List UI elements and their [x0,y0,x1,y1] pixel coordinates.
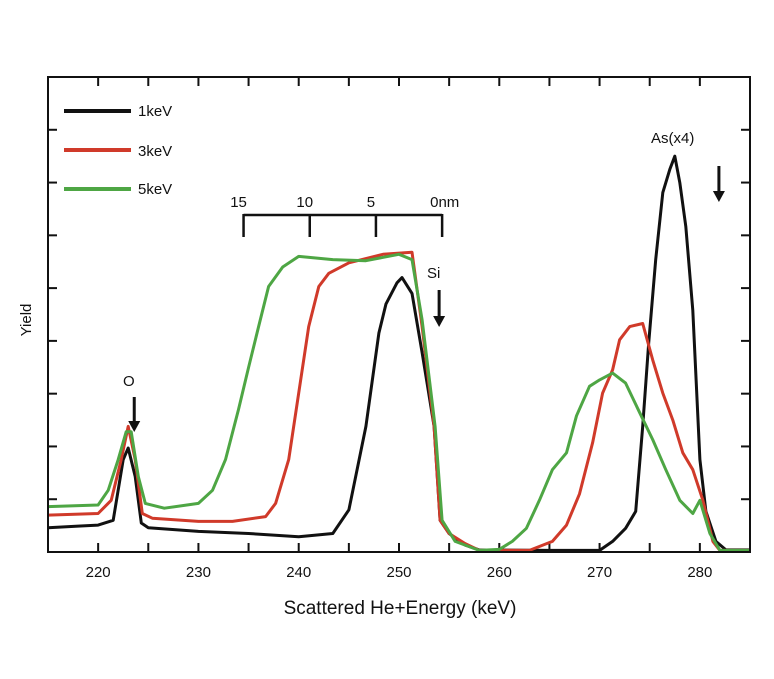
x-tick-label: 250 [386,564,411,581]
legend-label-3kev: 3keV [138,143,172,160]
depth-scale-label: 5 [367,194,375,211]
series-line-5kev [47,252,750,552]
legend-label-5kev: 5keV [138,181,172,198]
depth-scale-label: 10 [296,194,313,211]
arrow-head [128,421,141,432]
annotation-oxygen: O [123,373,141,432]
x-tick-label: 270 [587,564,612,581]
x-tick-label: 260 [487,564,512,581]
oxygen-arrow-icon [128,397,141,432]
series-line-3kev [47,250,750,552]
oxygen-label: O [123,373,135,390]
series-lines [47,154,750,552]
annotation-silicon: Si [427,265,446,327]
arrow-head [433,316,446,327]
legend-label-1kev: 1keV [138,103,172,120]
arrow-head [712,191,725,202]
plot-frame [47,76,751,553]
x-axis-label: Scattered He+Energy (keV) [284,598,517,619]
depth-scale-label: 15 [230,194,247,211]
legend: 1keV 3keV 5keV [64,103,172,198]
x-tick-label: 240 [286,564,311,581]
depth-scale-label: 0nm [430,194,459,211]
annotation-arsenic: As(x4) [651,130,725,202]
x-tick-label: 230 [186,564,211,581]
depth-scale-bar: 15 10 5 0nm [230,194,459,237]
axis-ticks [47,77,751,552]
arsenic-arrow-icon [712,166,725,202]
x-tick-label: 220 [86,564,111,581]
arsenic-label: As(x4) [651,130,694,147]
x-tick-labels: 220 230 240 250 260 270 280 [86,564,713,581]
x-tick-label: 280 [687,564,712,581]
y-axis-label: Yield [18,304,35,337]
silicon-arrow-icon [433,290,446,327]
silicon-label: Si [427,265,440,282]
